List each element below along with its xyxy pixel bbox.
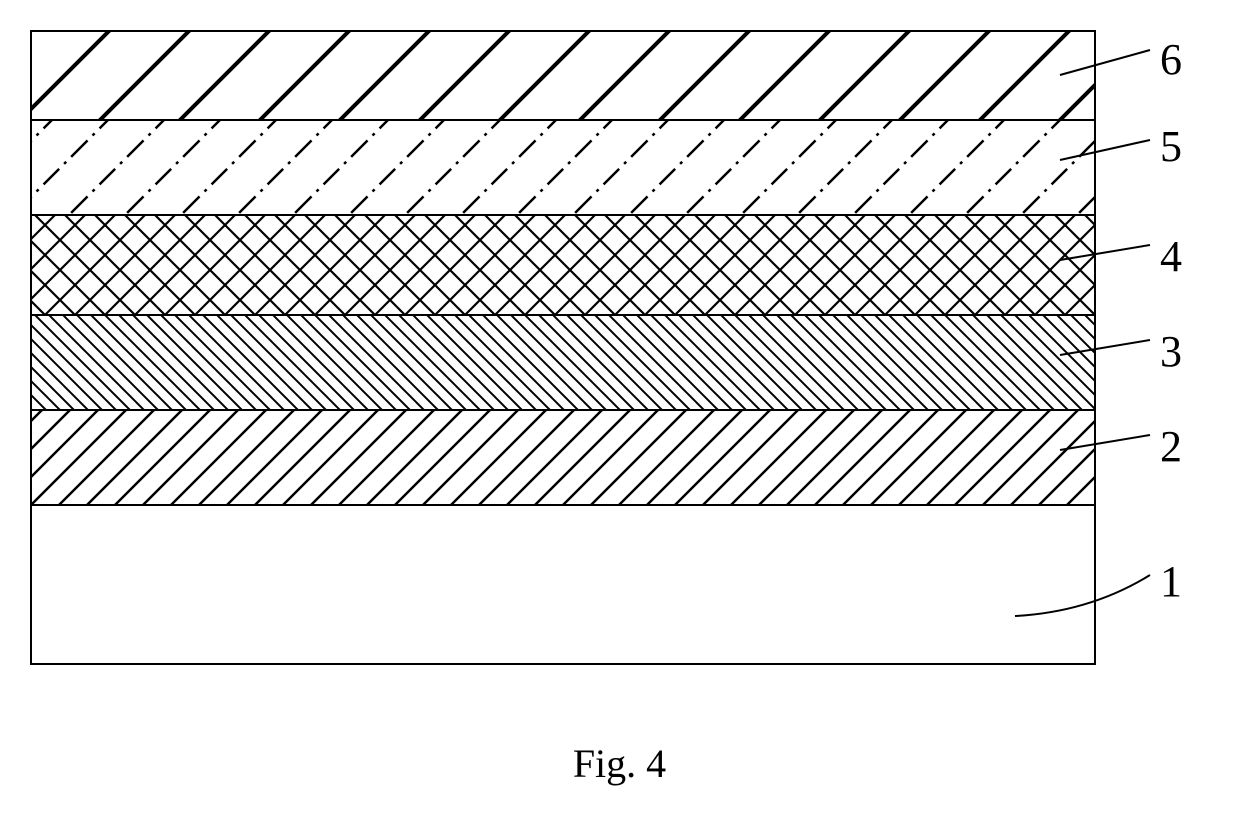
label-3: 3: [1160, 330, 1182, 374]
figure-stage: 6 5 4 3 2 1 Fig. 4: [0, 0, 1239, 813]
leader-2: [1060, 435, 1150, 450]
figure-caption: Fig. 4: [0, 740, 1239, 787]
leader-3: [1060, 340, 1150, 355]
label-6: 6: [1160, 38, 1182, 82]
leader-1: [1015, 575, 1150, 616]
label-4: 4: [1160, 235, 1182, 279]
label-1: 1: [1160, 560, 1182, 604]
leader-4: [1060, 245, 1150, 260]
label-5: 5: [1160, 125, 1182, 169]
label-2: 2: [1160, 425, 1182, 469]
leader-5: [1060, 140, 1150, 160]
leader-overlay: [0, 0, 1239, 813]
leader-6: [1060, 50, 1150, 75]
